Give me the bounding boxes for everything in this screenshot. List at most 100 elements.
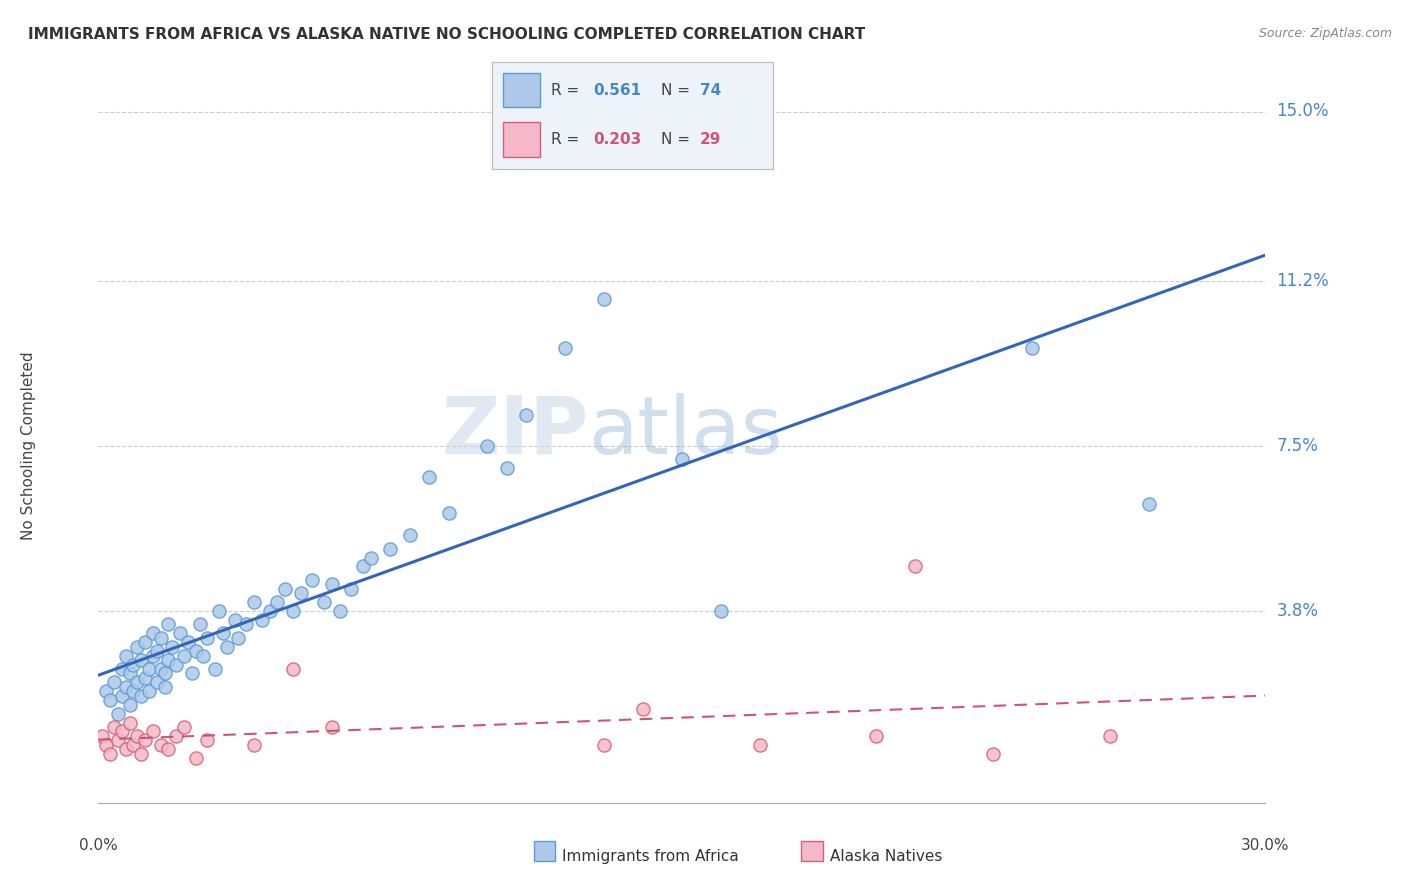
Point	[98, 693, 121, 707]
Text: N =: N =	[661, 132, 695, 147]
Point	[228, 631, 250, 645]
Point	[122, 738, 145, 752]
Bar	[503, 122, 540, 157]
Point	[127, 729, 149, 743]
Text: 0.561: 0.561	[593, 83, 641, 98]
Point	[103, 675, 125, 690]
Bar	[503, 73, 540, 107]
Point	[360, 550, 382, 565]
Text: 74: 74	[700, 83, 721, 98]
Point	[134, 635, 156, 649]
Point	[118, 715, 141, 730]
Point	[153, 680, 176, 694]
Point	[142, 724, 165, 739]
Point	[127, 675, 149, 690]
Point	[710, 604, 733, 618]
Point	[146, 644, 169, 658]
Point	[195, 631, 218, 645]
Text: No Schooling Completed: No Schooling Completed	[21, 351, 35, 541]
Point	[398, 528, 420, 542]
Point	[329, 604, 352, 618]
Point	[312, 595, 335, 609]
Point	[91, 729, 114, 743]
Point	[981, 747, 1004, 761]
Point	[177, 635, 200, 649]
Point	[96, 684, 118, 698]
Text: 0.203: 0.203	[593, 132, 641, 147]
Point	[157, 653, 180, 667]
Point	[477, 439, 499, 453]
Point	[149, 738, 172, 752]
Point	[352, 559, 374, 574]
Point	[165, 657, 187, 672]
Point	[195, 733, 218, 747]
Point	[165, 729, 187, 743]
Point	[107, 733, 129, 747]
Point	[321, 577, 343, 591]
Point	[173, 648, 195, 663]
Point	[224, 613, 246, 627]
Point	[129, 689, 152, 703]
Point	[215, 640, 238, 654]
Point	[290, 586, 312, 600]
Text: 3.8%: 3.8%	[1277, 602, 1319, 620]
Point	[437, 506, 460, 520]
Point	[281, 662, 304, 676]
Point	[208, 604, 231, 618]
Point	[114, 648, 136, 663]
Text: R =: R =	[551, 83, 585, 98]
Point	[301, 573, 323, 587]
Point	[865, 729, 887, 743]
Point	[103, 720, 125, 734]
Point	[122, 684, 145, 698]
Text: 0.0%: 0.0%	[79, 838, 118, 854]
Point	[173, 720, 195, 734]
Point	[134, 733, 156, 747]
Text: Immigrants from Africa: Immigrants from Africa	[562, 849, 740, 863]
Point	[129, 653, 152, 667]
Point	[122, 657, 145, 672]
Point	[631, 702, 654, 716]
Point	[157, 617, 180, 632]
Point	[153, 666, 176, 681]
Text: N =: N =	[661, 83, 695, 98]
Point	[111, 662, 134, 676]
Point	[118, 698, 141, 712]
Text: 29: 29	[700, 132, 721, 147]
Point	[266, 595, 288, 609]
Text: IMMIGRANTS FROM AFRICA VS ALASKA NATIVE NO SCHOOLING COMPLETED CORRELATION CHART: IMMIGRANTS FROM AFRICA VS ALASKA NATIVE …	[28, 27, 865, 42]
Text: R =: R =	[551, 132, 585, 147]
Point	[1021, 341, 1043, 355]
Point	[593, 292, 616, 306]
Point	[188, 617, 211, 632]
Text: 15.0%: 15.0%	[1277, 103, 1329, 120]
Point	[98, 747, 121, 761]
Point	[157, 742, 180, 756]
Text: Source: ZipAtlas.com: Source: ZipAtlas.com	[1258, 27, 1392, 40]
Point	[204, 662, 226, 676]
Text: 7.5%: 7.5%	[1277, 437, 1319, 455]
Point	[169, 626, 191, 640]
Point	[184, 751, 207, 765]
Point	[250, 613, 273, 627]
Point	[515, 408, 537, 422]
Point	[180, 666, 202, 681]
Point	[184, 644, 207, 658]
Point	[243, 595, 266, 609]
Point	[193, 648, 215, 663]
Point	[149, 662, 172, 676]
Point	[107, 706, 129, 721]
Point	[142, 626, 165, 640]
Point	[495, 461, 517, 475]
Point	[142, 648, 165, 663]
Point	[235, 617, 257, 632]
Point	[1098, 729, 1121, 743]
Point	[212, 626, 235, 640]
Point	[281, 604, 304, 618]
Point	[162, 640, 184, 654]
Point	[593, 738, 616, 752]
Point	[111, 689, 134, 703]
Point	[111, 724, 134, 739]
Point	[118, 666, 141, 681]
Point	[671, 452, 693, 467]
